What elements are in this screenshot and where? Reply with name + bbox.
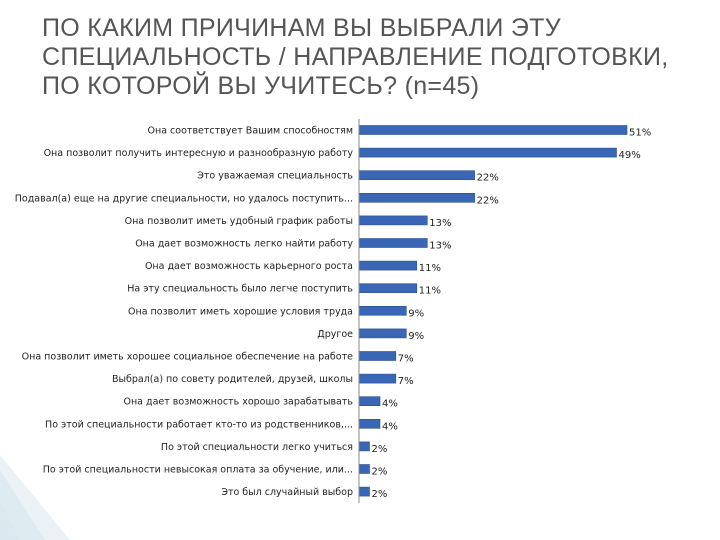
category-label: Это уважаемая специальность (197, 171, 353, 182)
bar (358, 260, 418, 271)
bar (358, 441, 370, 452)
value-label: 22% (477, 173, 499, 184)
category-label: Она дает возможность карьерного роста (145, 261, 353, 272)
bar (358, 283, 418, 294)
bar (358, 351, 397, 361)
category-labels-group: Она соответствует Вашим способностям Она … (15, 126, 354, 499)
value-label: 13% (429, 218, 451, 229)
category-label: Она позволит получить интересную и разно… (44, 148, 354, 159)
category-label: По этой специальности невысокая оплата з… (43, 465, 353, 476)
bar (358, 373, 397, 384)
value-label: 51% (629, 128, 651, 139)
bar (358, 305, 407, 316)
value-label: 2% (372, 444, 388, 455)
bar (358, 328, 407, 339)
bars-group (358, 125, 628, 497)
bar (358, 418, 381, 429)
corner-decoration (0, 455, 70, 540)
value-label: 13% (429, 241, 451, 252)
category-label: Она дает возможность хорошо зарабатывать (123, 397, 353, 408)
category-label: Она соответствует Вашим способностям (148, 126, 353, 137)
category-label: Она позволит иметь хорошие условия труда (128, 306, 353, 317)
bar (358, 170, 475, 180)
bar (358, 215, 428, 226)
bar (358, 147, 617, 158)
value-label: 2% (372, 467, 388, 478)
value-label: 2% (372, 489, 388, 500)
bar (358, 125, 628, 135)
category-label: Другое (317, 329, 353, 340)
bar (358, 464, 370, 474)
decor-triangle (0, 500, 20, 540)
category-label: Она позволит иметь хорошее социальное об… (22, 352, 354, 363)
category-label: Выбрал(а) по совету родителей, друзей, ш… (112, 374, 353, 385)
value-label: 9% (408, 308, 424, 319)
value-label: 22% (477, 195, 499, 206)
category-label: На эту специальность было легче поступит… (127, 284, 353, 295)
bar (358, 396, 381, 407)
value-label: 4% (382, 421, 398, 432)
value-label: 7% (398, 376, 414, 387)
value-labels-group: 51% 49% 22% 22% 13% 13% 11% 11% 9% 9% 7% 7% 4% 4% 2% 2%… (372, 128, 652, 501)
bar (358, 238, 428, 248)
category-label: Это был случайный выбор (221, 487, 353, 498)
bar (358, 193, 475, 203)
bar (358, 486, 370, 497)
category-label: По этой специальности легко учиться (161, 442, 353, 453)
value-label: 4% (382, 399, 398, 410)
value-label: 11% (419, 263, 441, 274)
value-label: 7% (398, 354, 414, 365)
category-label: По этой специальности работает кто-то из… (45, 419, 353, 430)
category-label: Она дает возможность легко найти работу (135, 239, 353, 250)
category-label: Она позволит иметь удобный график работы (125, 216, 353, 227)
value-label: 11% (419, 286, 441, 297)
category-label: Подавал(а) еще на другие специальности, … (15, 193, 353, 204)
value-label: 49% (619, 150, 641, 161)
value-label: 9% (408, 331, 424, 342)
slide-title: ПО КАКИМ ПРИЧИНАМ ВЫ ВЫБРАЛИ ЭТУ СПЕЦИАЛ… (42, 14, 669, 100)
